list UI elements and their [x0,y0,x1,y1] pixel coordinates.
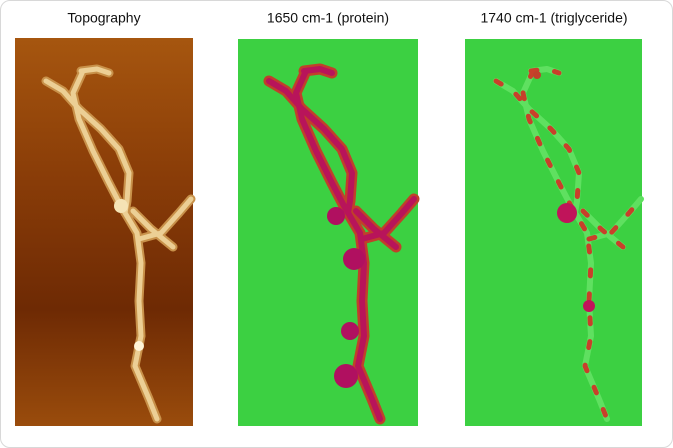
panel-title: 1650 cm-1 (protein) [267,10,389,26]
panel-title: Topography [67,10,140,26]
triglyceride-image [465,39,642,426]
protein-image [238,39,418,426]
panel-title: 1740 cm-1 (triglyceride) [480,10,627,26]
topography-image [15,38,193,426]
